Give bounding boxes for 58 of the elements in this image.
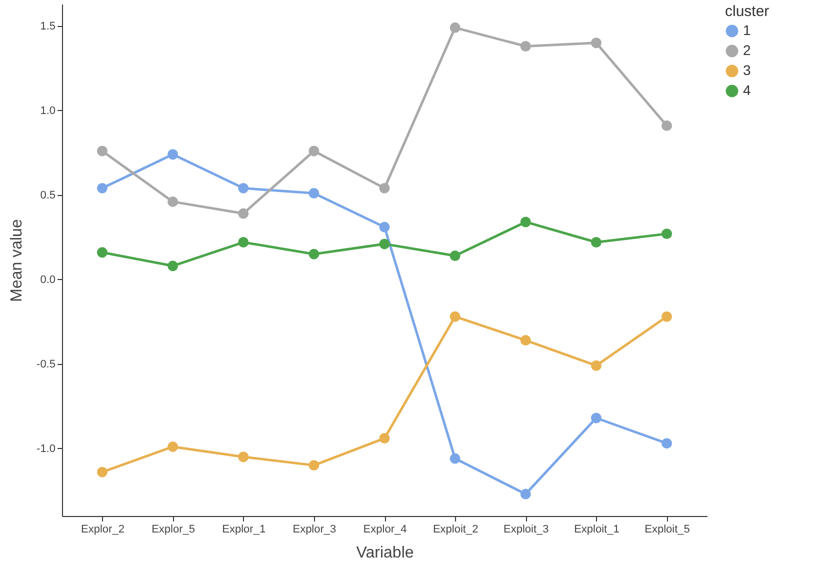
x-tick-label: Explor_5: [152, 524, 196, 536]
point: [96, 247, 108, 258]
legend-title: cluster: [725, 3, 770, 20]
point: [520, 216, 531, 228]
x-tick-label: Explor_1: [222, 524, 266, 536]
point: [379, 433, 390, 444]
point: [238, 452, 249, 462]
point: [450, 250, 460, 262]
point: [520, 488, 531, 500]
y-tick-label: 0.5: [40, 189, 56, 202]
point: [590, 412, 602, 424]
point: [308, 248, 320, 260]
legend-label: 3: [743, 62, 751, 78]
y-tick-label: 1.5: [40, 20, 56, 32]
legend-label: 2: [743, 42, 751, 58]
point: [96, 182, 108, 194]
point: [238, 208, 249, 219]
point: [308, 188, 320, 198]
point: [168, 441, 178, 452]
point: [379, 182, 390, 194]
x-axis-title: Variable: [356, 544, 414, 562]
point: [520, 41, 531, 52]
point: [168, 260, 178, 272]
y-tick-label: -0.5: [36, 358, 56, 370]
x-tick-label: Exploit_1: [574, 524, 620, 536]
point: [450, 311, 460, 322]
point: [590, 237, 602, 248]
point: [96, 466, 108, 478]
point: [168, 149, 178, 160]
y-tick-label: -1.0: [36, 442, 56, 455]
point: [662, 228, 672, 240]
legend-label: 1: [743, 22, 751, 38]
x-tick-label: Explor_4: [363, 524, 407, 536]
point: [450, 22, 460, 33]
x-tick-label: Exploit_5: [644, 524, 690, 536]
point: [662, 311, 672, 322]
point: [96, 146, 108, 156]
point: [308, 146, 320, 156]
point: [379, 238, 390, 250]
point: [379, 222, 390, 232]
y-tick-label: 1.0: [40, 104, 56, 117]
point: [662, 120, 672, 131]
point: [590, 38, 602, 48]
point: [238, 182, 249, 194]
point: [308, 460, 320, 471]
point: [520, 335, 531, 346]
x-tick-label: Explor_3: [292, 524, 336, 536]
legend-label: 4: [743, 82, 751, 98]
point: [450, 453, 460, 464]
x-tick-label: Exploit_2: [432, 524, 478, 536]
x-tick-label: Exploit_3: [504, 524, 549, 536]
point: [590, 360, 602, 371]
point: [168, 196, 178, 207]
y-axis-title: Mean value: [8, 219, 26, 302]
x-tick-label: Explor_2: [81, 524, 124, 536]
point: [238, 237, 249, 248]
y-tick-label: 0.0: [40, 274, 56, 286]
point: [662, 438, 672, 449]
